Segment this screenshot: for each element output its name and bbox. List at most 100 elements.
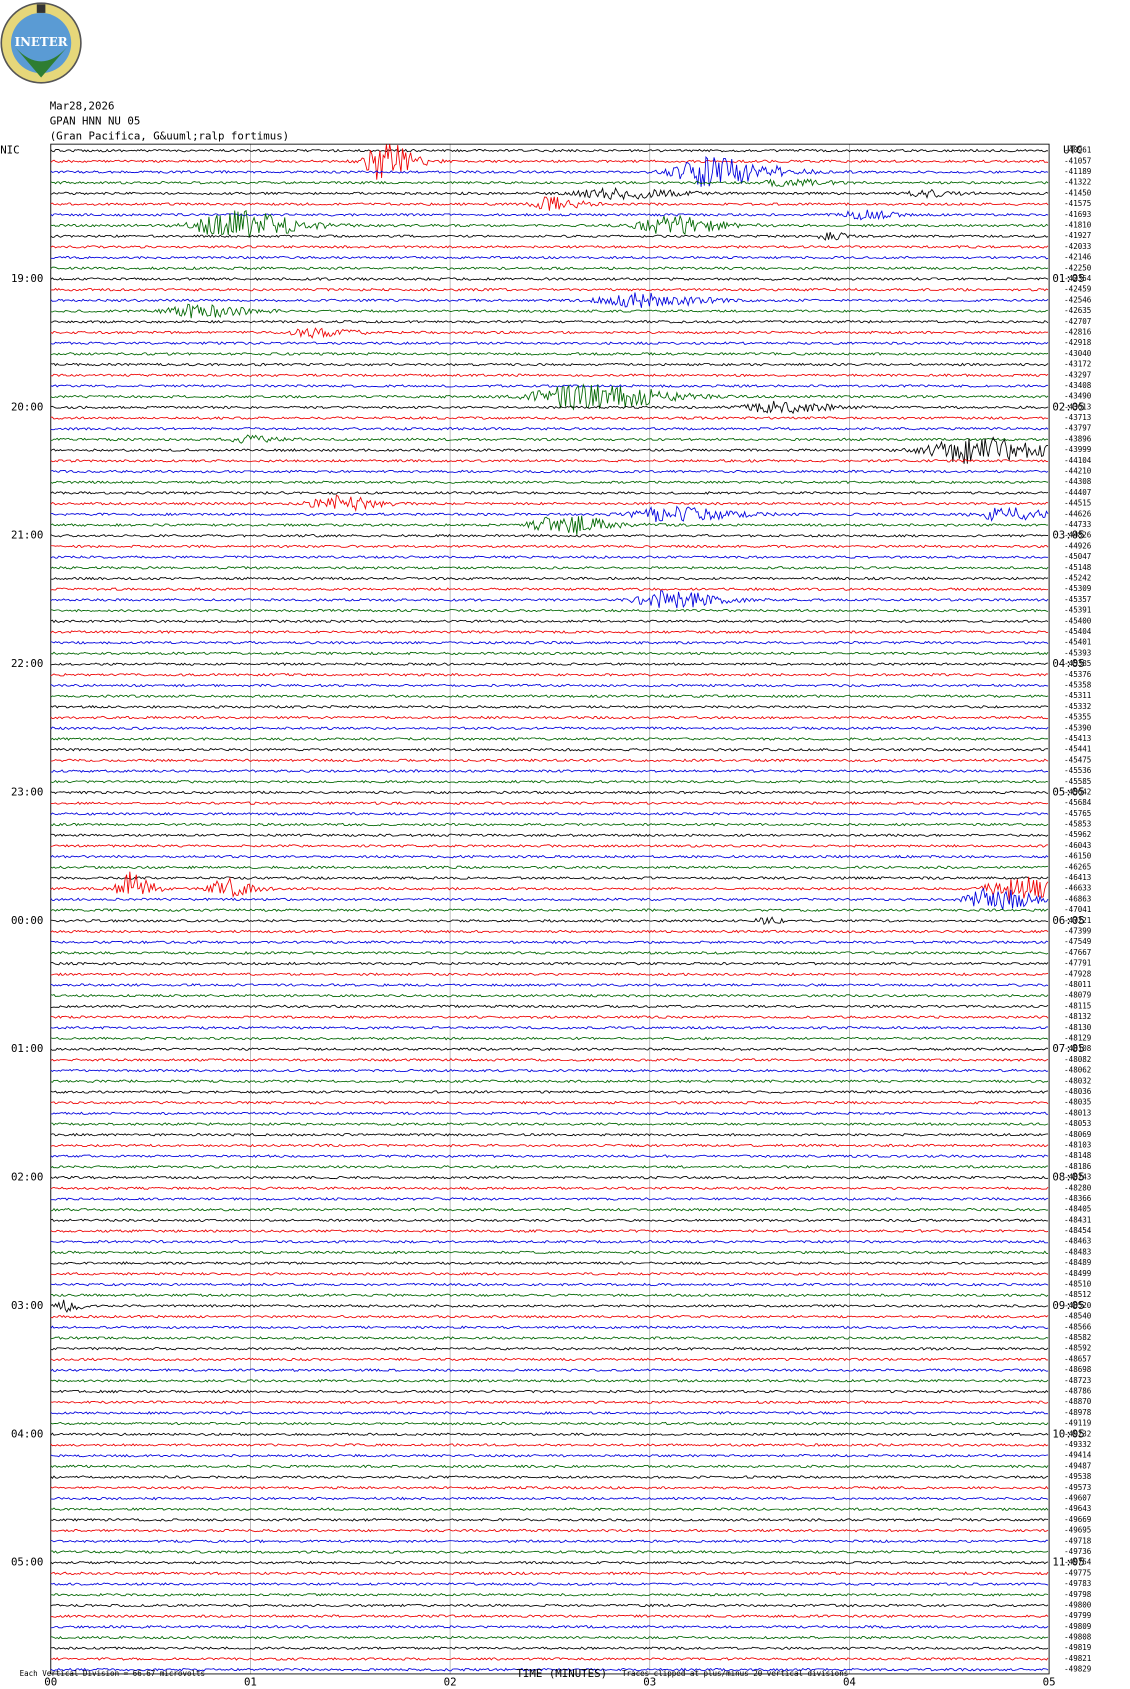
- trace-offset-label: -48592: [1064, 1344, 1091, 1353]
- trace-offset-label: -48130: [1064, 1023, 1092, 1032]
- trace-offset-label: -48082: [1064, 1055, 1091, 1064]
- left-hour-label: 22:00: [11, 657, 43, 670]
- x-axis-label: TIME (MINUTES): [516, 1667, 607, 1680]
- trace-offset-label: -42816: [1064, 327, 1092, 336]
- trace-offset-label: -48786: [1064, 1387, 1092, 1396]
- trace-offset-label: -45684: [1064, 798, 1092, 807]
- trace-offset-label: -42918: [1064, 338, 1092, 347]
- trace: [50, 822, 1049, 827]
- right-hour-label: 02:05: [1052, 400, 1084, 413]
- trace-offset-label: -41189: [1064, 167, 1092, 176]
- x-tick-label: 04: [843, 1676, 856, 1689]
- trace: [50, 843, 1049, 848]
- trace: [50, 916, 1049, 926]
- trace-offset-label: -48489: [1064, 1258, 1092, 1267]
- trace-offset-label: -48013: [1064, 1108, 1091, 1117]
- trace: [50, 341, 1049, 346]
- trace-offset-label: -44733: [1064, 520, 1091, 529]
- date: Mar28,2026: [50, 100, 115, 113]
- trace-offset-label: -42635: [1064, 306, 1091, 315]
- x-tick-label: 01: [244, 1676, 257, 1689]
- trace: [50, 1657, 1049, 1661]
- trace-offset-label: -48035: [1064, 1098, 1091, 1107]
- trace: [50, 779, 1049, 784]
- trace: [50, 156, 1049, 187]
- trace: [50, 544, 1049, 549]
- site: (Gran Pacifica, G&uuml;ralp fortimus): [50, 130, 289, 143]
- trace: [50, 1015, 1049, 1019]
- trace: [50, 1207, 1049, 1212]
- trace-offset-label: -45358: [1064, 680, 1092, 689]
- trace: [50, 1421, 1049, 1426]
- trace-offset-label: -48499: [1064, 1269, 1092, 1278]
- trace: [50, 245, 1049, 249]
- trace-offset-label: -43172: [1064, 360, 1091, 369]
- trace-offset-label: -43040: [1064, 349, 1092, 358]
- trace: [50, 812, 1049, 816]
- trace: [50, 436, 1049, 464]
- trace-offset-label: -49798: [1064, 1590, 1092, 1599]
- trace-offset-label: -45376: [1064, 670, 1092, 679]
- trace-offset-label: -48032: [1064, 1076, 1091, 1085]
- trace-offset-label: -46265: [1064, 862, 1091, 871]
- trace-offset-label: -48103: [1064, 1140, 1091, 1149]
- left-hour-label: 19:00: [11, 272, 43, 285]
- trace-offset-label: -49607: [1064, 1493, 1091, 1502]
- trace: [50, 196, 1049, 211]
- trace-offset-label: -49487: [1064, 1461, 1091, 1470]
- trace-offset-label: -45391: [1064, 606, 1092, 615]
- trace-offset-label: -43713: [1064, 413, 1091, 422]
- trace: [50, 854, 1049, 859]
- right-hour-label: 09:05: [1052, 1299, 1084, 1312]
- trace-offset-label: -42707: [1064, 317, 1091, 326]
- trace-offset-label: -41810: [1064, 220, 1092, 229]
- trace-offset-label: -41450: [1064, 188, 1092, 197]
- trace-offset-label: -44626: [1064, 509, 1092, 518]
- trace: [50, 640, 1049, 645]
- logo: INETER: [0, 2, 82, 84]
- trace: [50, 672, 1049, 677]
- trace-offset-label: -45536: [1064, 766, 1092, 775]
- trace: [50, 1389, 1049, 1394]
- trace: [50, 480, 1049, 485]
- trace: [50, 1496, 1049, 1501]
- footer-right: Traces clipped at plus/minus 20 vertical…: [622, 1669, 848, 1678]
- left-hour-label: 21:00: [11, 529, 43, 542]
- trace: [50, 351, 1049, 356]
- trace-offset-label: -41927: [1064, 231, 1091, 240]
- trace: [50, 704, 1049, 709]
- trace: [50, 277, 1049, 281]
- trace: [50, 292, 1049, 308]
- trace: [50, 769, 1049, 773]
- trace: [50, 373, 1049, 378]
- trace-offset-label: -42546: [1064, 295, 1092, 304]
- trace: [50, 1453, 1049, 1458]
- trace-offset-label: -45390: [1064, 723, 1092, 732]
- trace: [50, 416, 1049, 420]
- right-hour-label: 05:05: [1052, 785, 1084, 798]
- trace: [50, 1197, 1049, 1201]
- trace: [50, 565, 1049, 570]
- trace: [50, 1539, 1049, 1544]
- trace: [50, 1646, 1049, 1651]
- trace: [50, 1025, 1049, 1030]
- trace-offset-label: -44308: [1064, 477, 1092, 486]
- trace: [50, 1239, 1049, 1244]
- trace: [50, 1346, 1049, 1351]
- trace-offset-label: -45475: [1064, 755, 1091, 764]
- trace: [50, 494, 1049, 513]
- trace: [50, 887, 1049, 910]
- right-hour-label: 11:05: [1052, 1556, 1084, 1569]
- trace-offset-label: -44926: [1064, 541, 1092, 550]
- trace: [50, 400, 1049, 415]
- trace-offset-label: -48582: [1064, 1333, 1091, 1342]
- trace-offset-label: -48520: [1064, 1301, 1092, 1310]
- trace: [50, 1571, 1049, 1576]
- trace: [50, 619, 1049, 624]
- trace-offset-label: -48405: [1064, 1205, 1091, 1214]
- trace: [50, 801, 1049, 806]
- trace-offset-label: -47399: [1064, 927, 1092, 936]
- trace-offset-label: -40961: [1064, 146, 1092, 155]
- trace: [50, 144, 1049, 180]
- left-hour-label: 02:00: [11, 1171, 43, 1184]
